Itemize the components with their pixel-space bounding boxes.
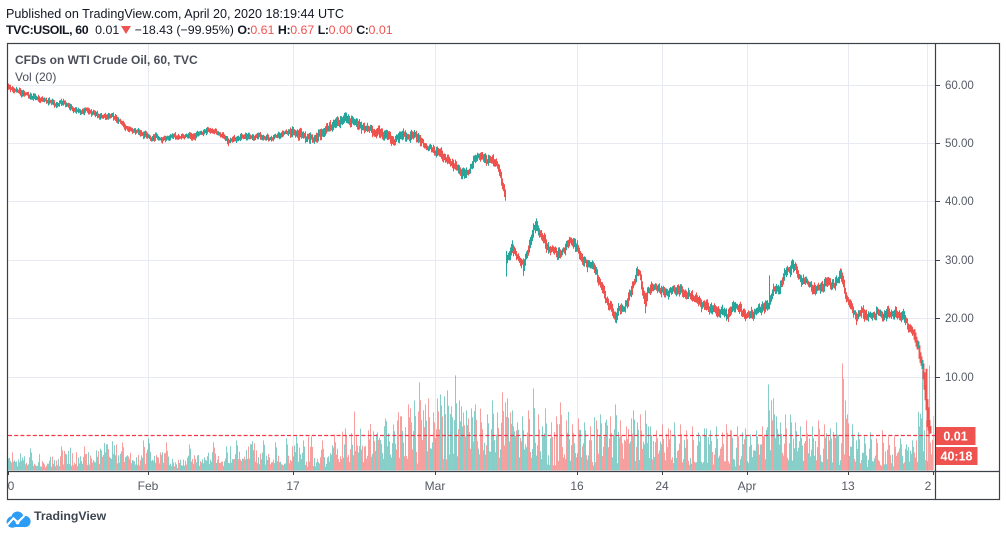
svg-text:13: 13 bbox=[841, 479, 855, 493]
svg-text:17: 17 bbox=[286, 479, 300, 493]
svg-text:24: 24 bbox=[655, 479, 669, 493]
svg-text:Feb: Feb bbox=[138, 479, 159, 493]
svg-text:20.00: 20.00 bbox=[945, 313, 974, 325]
svg-text:CFDs on WTI Crude Oil, 60, TVC: CFDs on WTI Crude Oil, 60, TVC bbox=[15, 53, 198, 67]
svg-text:50.00: 50.00 bbox=[945, 138, 974, 150]
svg-text:60.00: 60.00 bbox=[945, 80, 974, 92]
svg-text:Vol (20): Vol (20) bbox=[15, 70, 56, 84]
svg-text:40:18: 40:18 bbox=[941, 450, 973, 464]
svg-text:16: 16 bbox=[570, 479, 584, 493]
svg-text:0.01: 0.01 bbox=[943, 430, 967, 444]
svg-text:Apr: Apr bbox=[738, 479, 757, 493]
svg-text:40.00: 40.00 bbox=[945, 196, 974, 208]
svg-text:10.00: 10.00 bbox=[945, 372, 974, 384]
svg-text:0: 0 bbox=[8, 479, 15, 493]
svg-text:2: 2 bbox=[925, 479, 932, 493]
svg-text:Mar: Mar bbox=[425, 479, 446, 493]
svg-text:30.00: 30.00 bbox=[945, 255, 974, 267]
